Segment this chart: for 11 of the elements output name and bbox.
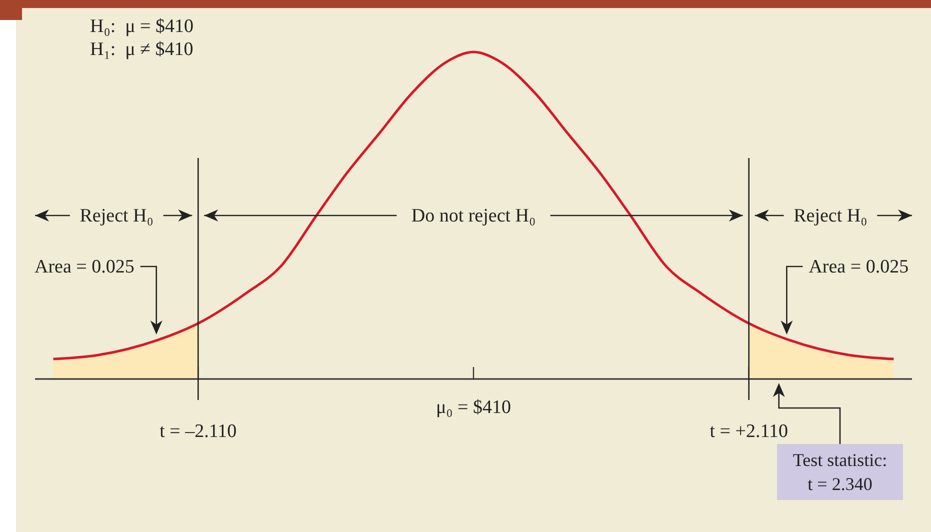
text: H₀: μ = $410	[90, 16, 194, 37]
annotation: H₁: μ ≠ $410	[90, 39, 194, 60]
x-tick-label: t = –2.110	[160, 421, 237, 442]
annotation: Area = 0.025	[808, 256, 909, 278]
annotation: Reject H₀	[80, 206, 154, 226]
annotation: Reject H₀	[794, 206, 868, 226]
annotation: Area = 0.025	[34, 256, 134, 278]
x-tick-label: t = +2.110	[710, 421, 788, 442]
text: μ₀ = $410	[436, 397, 512, 418]
annotation: Test statistic: t = 2.340	[792, 450, 888, 494]
annotation: Do not reject H₀	[411, 206, 536, 226]
